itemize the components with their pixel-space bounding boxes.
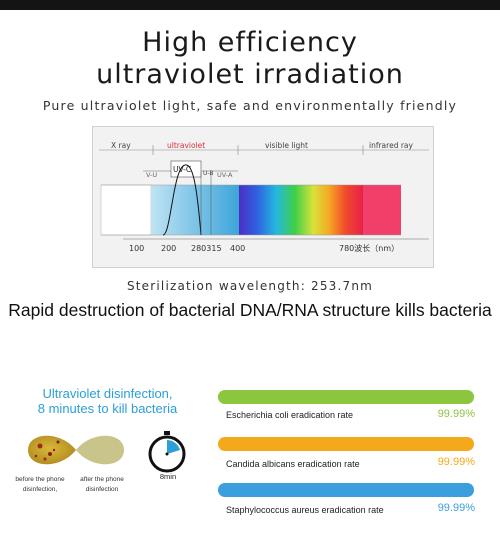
title-line-2: ultraviolet irradiation xyxy=(96,59,404,90)
xray-label: X ray xyxy=(111,141,131,150)
top-bar xyxy=(0,0,500,10)
rate-bar-track-0 xyxy=(218,390,474,404)
rate-bar-fill-0 xyxy=(218,390,474,404)
ultraviolet-label: ultraviolet xyxy=(167,141,205,150)
rate-bar-fill-1 xyxy=(218,437,474,451)
tick-200: 200 xyxy=(161,244,176,253)
timer-sector xyxy=(167,440,180,454)
uva-label: UV-A xyxy=(217,171,233,179)
rate-percent-2: 99.99% xyxy=(437,502,475,514)
disinfection-title-line-1: Ultraviolet disinfection, xyxy=(42,386,173,401)
rate-percent-0: 99.99% xyxy=(437,408,475,420)
before-disinfection-icon xyxy=(28,435,76,465)
bacteria-comparison xyxy=(20,428,130,488)
before-caption: before the phone disinfection, xyxy=(15,476,65,493)
sterilization-wavelength: Sterilization wavelength: 253.7nm xyxy=(126,279,374,293)
visible-band xyxy=(239,185,363,235)
rate-label-2: Staphylococcus aureus eradication rate xyxy=(226,505,384,515)
disinfection-title-line-2: 8 minutes to kill bacteria xyxy=(37,401,178,416)
rate-bar-fill-2 xyxy=(218,483,474,497)
rate-label-1: Candida albicans eradication rate xyxy=(226,459,360,469)
tick-280-315: 280315 xyxy=(191,244,222,253)
title-line-1: High efficiency xyxy=(142,27,358,58)
headline: Rapid destruction of bacterial DNA/RNA s… xyxy=(8,300,492,320)
timer-label: 8min xyxy=(159,472,177,481)
tick-780: 780波长（nm） xyxy=(339,243,399,253)
tick-400: 400 xyxy=(230,244,245,253)
spectrum-diagram: X ray ultraviolet visible light infrared… xyxy=(92,126,434,268)
subtitle: Pure ultraviolet light, safe and environ… xyxy=(42,98,458,113)
uvb-label: V-U xyxy=(146,171,157,179)
infrared-band xyxy=(363,185,401,235)
visible-light-label: visible light xyxy=(265,141,308,150)
uvc-label: UV-C xyxy=(173,165,191,174)
germicidal-curve xyxy=(162,164,202,236)
infrared-label: infrared ray xyxy=(369,141,414,150)
uvb-small-label: U-B xyxy=(203,170,213,177)
rate-percent-1: 99.99% xyxy=(437,456,475,468)
rate-label-0: Escherichia coli eradication rate xyxy=(226,410,354,420)
stopwatch-icon xyxy=(145,430,189,474)
ultraviolet-band xyxy=(151,185,239,235)
after-disinfection-icon xyxy=(76,435,124,465)
rate-bar-track-2 xyxy=(218,483,474,497)
after-caption: after the phone disinfection xyxy=(80,476,124,493)
xray-band xyxy=(100,184,152,236)
rate-bar-track-1 xyxy=(218,437,474,451)
disinfection-title: Ultraviolet disinfection, 8 minutes to k… xyxy=(20,386,195,416)
tick-100: 100 xyxy=(129,244,144,253)
